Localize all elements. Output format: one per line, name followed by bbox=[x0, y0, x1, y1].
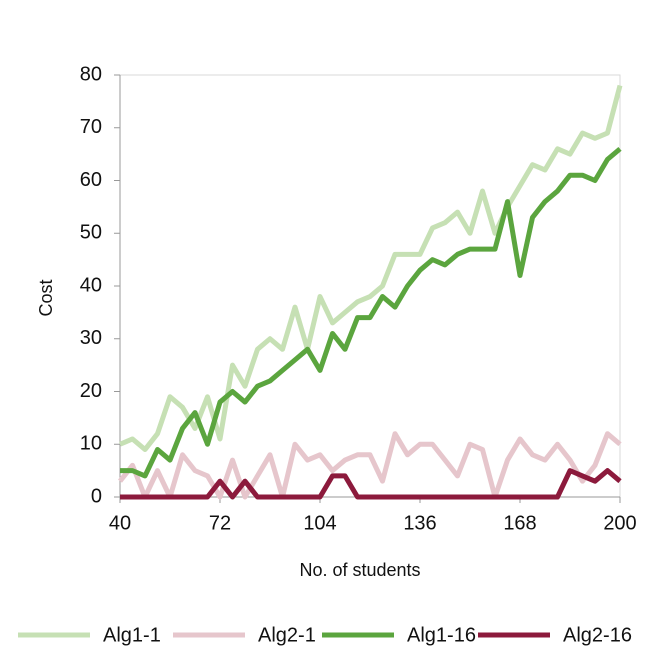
x-tick-label: 200 bbox=[603, 512, 636, 534]
x-axis-label: No. of students bbox=[299, 560, 420, 580]
y-tick-label: 80 bbox=[80, 63, 102, 85]
y-tick-label: 70 bbox=[80, 116, 102, 138]
legend-label: Alg2-1 bbox=[258, 624, 316, 646]
series-line bbox=[118, 431, 622, 500]
y-tick-label: 30 bbox=[80, 327, 102, 349]
legend-label: Alg1-1 bbox=[103, 624, 161, 646]
y-tick-label: 10 bbox=[80, 433, 102, 455]
legend-label: Alg2-16 bbox=[563, 624, 632, 646]
y-tick-label: 60 bbox=[80, 169, 102, 191]
x-tick-label: 40 bbox=[109, 512, 131, 534]
x-tick-label: 104 bbox=[303, 512, 336, 534]
x-tick-label: 72 bbox=[209, 512, 231, 534]
plot-frame bbox=[119, 74, 621, 498]
series-line bbox=[120, 468, 622, 500]
y-tick-label: 0 bbox=[91, 485, 102, 507]
y-tick-label: 50 bbox=[80, 222, 102, 244]
y-axis-label: Cost bbox=[36, 279, 56, 316]
legend-label: Alg1-16 bbox=[407, 624, 476, 646]
series-line bbox=[120, 146, 622, 479]
x-tick-label: 136 bbox=[403, 512, 436, 534]
y-tick-label: 20 bbox=[80, 380, 102, 402]
y-tick-label: 40 bbox=[80, 274, 102, 296]
x-tick-label: 168 bbox=[503, 512, 536, 534]
series-line bbox=[119, 84, 623, 453]
